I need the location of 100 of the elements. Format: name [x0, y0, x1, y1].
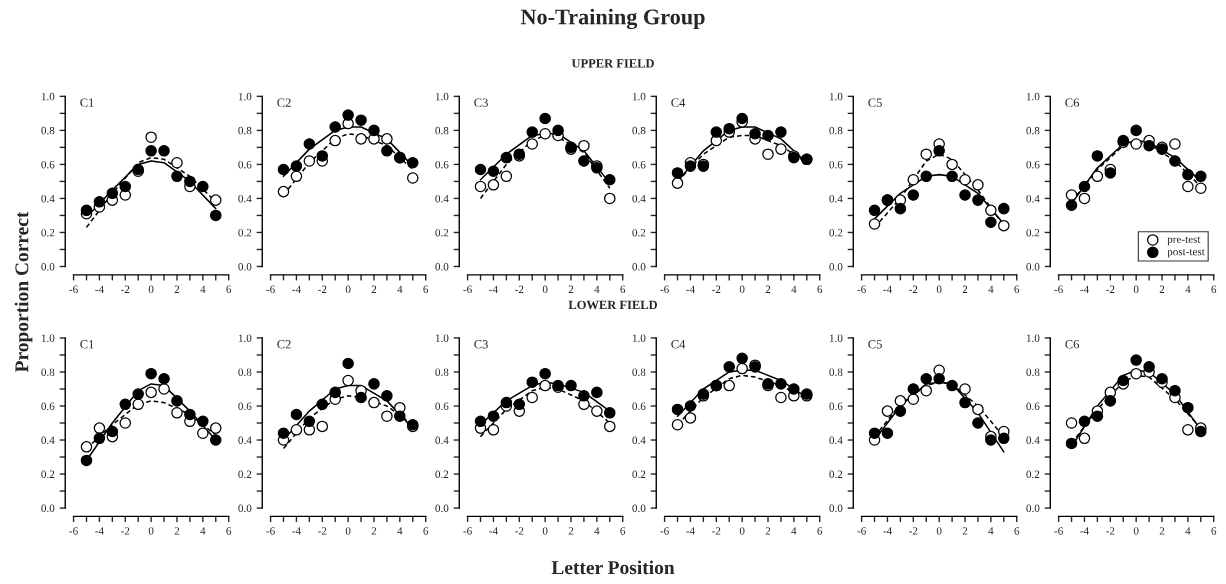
text: Proportion Correct: [14, 211, 33, 373]
x-tick-label: -6: [69, 285, 78, 294]
x-tick-label: -2: [318, 527, 327, 535]
x-tick-label: 4: [200, 285, 206, 293]
y-tick-label: 0.4: [632, 194, 646, 203]
y-tick-label: 1.0: [435, 92, 449, 101]
y-tick-label: 0.2: [1026, 228, 1040, 237]
chart-title: C6: [1065, 98, 1080, 107]
y-tick-label: 0.2: [435, 470, 449, 479]
y-tick-label: 0.0: [435, 504, 449, 513]
y-tick-label: 0.4: [632, 436, 646, 445]
y-tick-label: 0.4: [435, 194, 449, 203]
y-tick-label: 0.8: [632, 368, 646, 376]
y-tick-label: 0.6: [41, 160, 55, 169]
text: Letter Position: [551, 560, 675, 575]
x-tick-label: 2: [1159, 285, 1165, 293]
chart-title: C3: [474, 98, 488, 107]
y-tick-label: 0.6: [238, 402, 252, 411]
y-tick-label: 0.0: [1026, 262, 1040, 271]
x-tick-label: 0: [542, 527, 548, 535]
x-tick-label: 4: [397, 527, 403, 535]
chart-title: C1: [80, 98, 94, 107]
x-tick-label: 0: [739, 527, 745, 535]
x-tick-label: 4: [594, 527, 600, 535]
x-tick-label: -6: [463, 527, 472, 535]
x-tick-label: 4: [791, 285, 797, 293]
x-tick-label: 0: [542, 285, 548, 294]
x-tick-label: -4: [883, 527, 892, 535]
x-tick-label: 2: [568, 285, 574, 293]
y-tick-label: 0.2: [435, 228, 449, 237]
x-tick-label: 4: [397, 285, 403, 293]
x-tick-label: -4: [686, 527, 695, 535]
chart-title: C1: [80, 340, 94, 349]
x-tick-label: 2: [371, 527, 377, 535]
x-tick-label: -6: [857, 527, 866, 535]
x-tick-label: 6: [817, 285, 823, 294]
x-tick-label: 6: [423, 285, 429, 294]
x-tick-label: -2: [1106, 527, 1115, 535]
y-tick-label: 1.0: [632, 334, 646, 342]
chart-title: C5: [868, 340, 882, 349]
y-tick-label: 0.0: [829, 504, 843, 513]
y-tick-label: 0.8: [632, 126, 646, 135]
y-tick-label: 0.4: [1026, 436, 1040, 445]
y-tick-label: 0.4: [829, 194, 843, 203]
x-tick-label: -4: [95, 285, 104, 293]
y-tick-label: 0.0: [435, 262, 449, 271]
y-tick-label: 0.2: [829, 470, 843, 479]
y-tick-label: 1.0: [829, 334, 843, 342]
y-tick-label: 0.6: [41, 402, 55, 411]
chart-title: C3: [474, 340, 488, 349]
y-tick-label: 0.0: [238, 504, 252, 513]
y-tick-label: 0.8: [41, 126, 55, 135]
y-tick-label: 0.6: [435, 402, 449, 411]
chart-title: C2: [277, 340, 291, 349]
y-tick-label: 0.6: [1026, 402, 1040, 411]
x-tick-label: -4: [95, 527, 104, 535]
y-tick-label: 0.2: [41, 470, 55, 479]
y-tick-label: 0.4: [435, 436, 449, 445]
y-tick-label: 0.8: [829, 126, 843, 135]
x-tick-label: -6: [266, 285, 275, 294]
x-tick-label: -2: [909, 285, 918, 293]
x-tick-label: 0: [148, 527, 154, 535]
y-tick-label: 0.2: [1026, 470, 1040, 479]
y-tick-label: 1.0: [632, 92, 646, 101]
x-tick-label: 0: [1133, 285, 1139, 294]
x-tick-label: -2: [121, 285, 130, 293]
x-tick-label: -4: [489, 527, 498, 535]
y-tick-label: 1.0: [829, 92, 843, 101]
x-tick-label: -6: [857, 285, 866, 294]
y-tick-label: 0.2: [632, 228, 646, 237]
text: LOWER FIELD: [568, 300, 658, 310]
x-tick-label: -6: [1054, 285, 1063, 294]
y-tick-label: 0.6: [435, 160, 449, 169]
y-tick-label: 0.0: [1026, 504, 1040, 513]
x-tick-label: -6: [660, 527, 669, 535]
x-tick-label: 0: [345, 527, 351, 535]
x-tick-label: 2: [568, 527, 574, 535]
x-tick-label: 4: [594, 285, 600, 293]
x-tick-label: -2: [909, 527, 918, 535]
x-tick-label: 4: [200, 527, 206, 535]
y-tick-label: 0.8: [238, 126, 252, 135]
y-tick-label: 0.2: [238, 470, 252, 479]
y-tick-label: 0.6: [632, 160, 646, 169]
x-tick-label: -6: [69, 527, 78, 535]
chart-title: C6: [1065, 340, 1080, 349]
y-tick-label: 1.0: [435, 334, 449, 342]
y-tick-label: 0.6: [1026, 160, 1040, 169]
y-tick-label: 0.8: [1026, 368, 1040, 376]
y-tick-label: 0.4: [238, 194, 252, 203]
y-tick-label: 1.0: [238, 334, 252, 342]
chart-title: C4: [671, 98, 686, 107]
x-tick-label: 4: [988, 285, 994, 293]
chart-title: C5: [868, 98, 882, 107]
y-tick-label: 0.8: [1026, 126, 1040, 135]
x-tick-label: 6: [817, 527, 823, 535]
x-tick-label: 2: [174, 285, 180, 293]
x-tick-label: 6: [1211, 285, 1217, 294]
x-tick-label: 6: [423, 527, 429, 535]
x-tick-label: 4: [791, 527, 797, 535]
y-tick-label: 0.2: [41, 228, 55, 237]
